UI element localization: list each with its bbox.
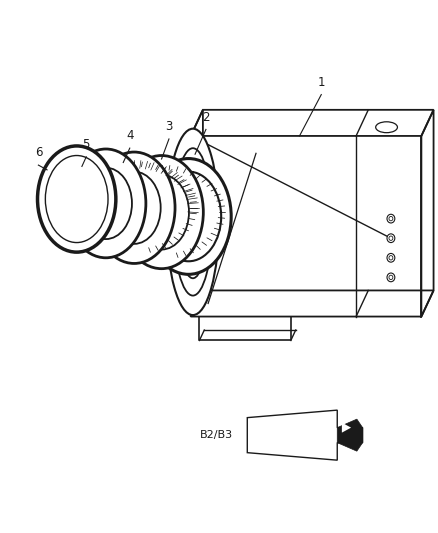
Ellipse shape <box>66 149 146 258</box>
Polygon shape <box>247 410 363 460</box>
Ellipse shape <box>387 254 395 262</box>
Text: 3: 3 <box>165 120 173 133</box>
Ellipse shape <box>46 156 108 243</box>
Polygon shape <box>421 110 434 317</box>
Ellipse shape <box>120 156 203 269</box>
Ellipse shape <box>38 146 116 252</box>
Ellipse shape <box>389 216 393 221</box>
Text: 6: 6 <box>35 147 42 159</box>
Ellipse shape <box>146 158 231 274</box>
Text: 2: 2 <box>202 111 210 124</box>
Polygon shape <box>342 423 351 433</box>
Ellipse shape <box>167 128 219 315</box>
Ellipse shape <box>389 256 393 260</box>
Ellipse shape <box>173 148 212 296</box>
Ellipse shape <box>108 172 161 244</box>
Ellipse shape <box>389 236 393 240</box>
Text: B2/B3: B2/B3 <box>200 430 233 440</box>
Text: 5: 5 <box>83 138 90 151</box>
Text: 4: 4 <box>126 130 134 142</box>
Ellipse shape <box>387 234 395 243</box>
Text: 1: 1 <box>318 76 325 89</box>
Ellipse shape <box>80 168 132 239</box>
Ellipse shape <box>387 273 395 282</box>
Ellipse shape <box>389 275 393 279</box>
Ellipse shape <box>387 214 395 223</box>
Polygon shape <box>191 110 203 317</box>
Polygon shape <box>337 419 363 451</box>
Ellipse shape <box>376 122 397 133</box>
Ellipse shape <box>134 175 189 249</box>
Ellipse shape <box>93 152 175 263</box>
Polygon shape <box>191 110 434 136</box>
Ellipse shape <box>178 166 208 278</box>
Ellipse shape <box>156 172 221 261</box>
